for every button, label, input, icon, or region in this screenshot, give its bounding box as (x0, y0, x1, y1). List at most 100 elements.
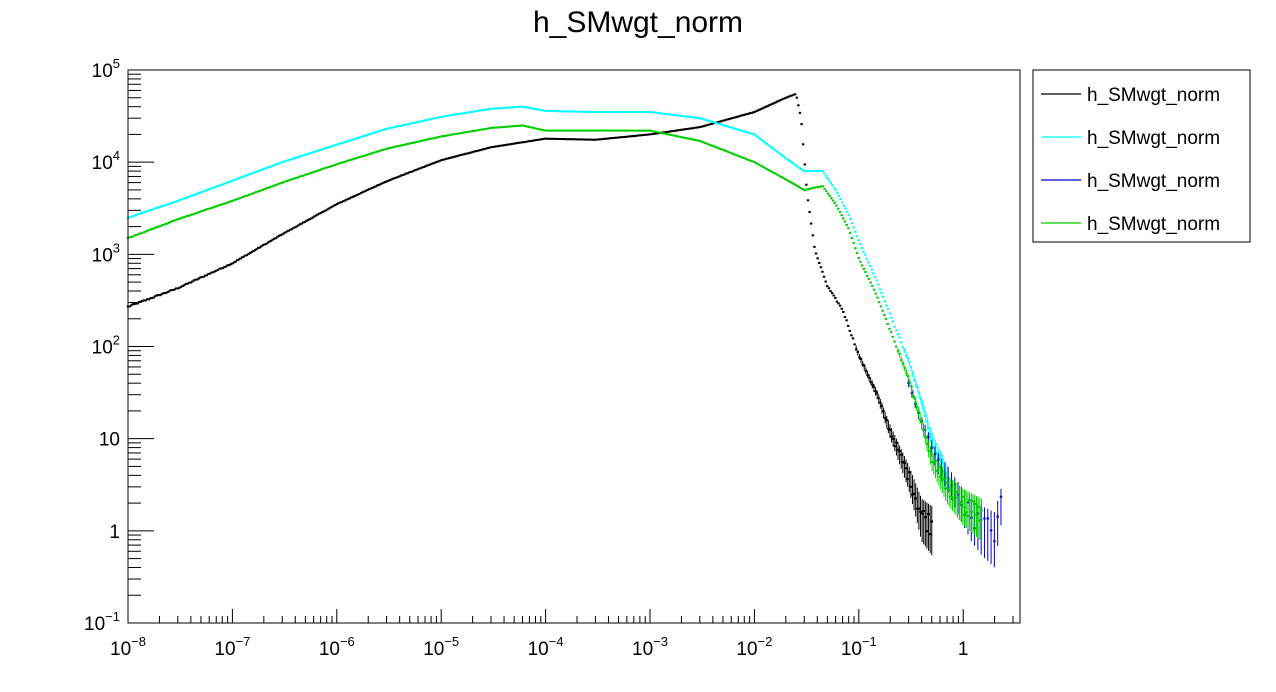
data-point (511, 142, 514, 145)
data-point (359, 136, 362, 139)
data-point (913, 378, 916, 381)
data-point (152, 227, 155, 230)
data-point (504, 144, 507, 147)
data-point (908, 471, 911, 474)
data-point (418, 140, 422, 143)
data-point (741, 129, 744, 132)
data-point (893, 445, 896, 448)
data-point (531, 107, 534, 110)
data-point (917, 392, 921, 395)
data-point (456, 155, 459, 158)
data-point (599, 129, 603, 132)
data-point (708, 123, 712, 126)
data-point (374, 151, 377, 154)
data-point (138, 232, 142, 235)
data-point (577, 129, 580, 132)
data-point (666, 133, 669, 136)
data-point (766, 168, 770, 171)
data-point (863, 253, 867, 256)
data-point (195, 212, 198, 215)
data-point (822, 172, 826, 175)
data-point (867, 261, 870, 264)
data-point (901, 460, 905, 463)
data-point (350, 196, 353, 199)
data-point (417, 167, 421, 170)
data-point (364, 134, 367, 137)
data-point (390, 178, 393, 181)
data-point (558, 129, 562, 132)
data-point (797, 104, 800, 107)
data-point (445, 157, 448, 160)
data-point (732, 153, 736, 156)
data-point (688, 116, 692, 119)
data-point (966, 514, 970, 517)
data-point (472, 150, 475, 153)
data-point (544, 109, 547, 112)
data-point (757, 136, 760, 139)
data-point (560, 110, 564, 113)
data-point (135, 233, 138, 236)
data-point (856, 351, 860, 354)
data-point (786, 158, 790, 161)
data-point (819, 170, 823, 173)
data-point (210, 271, 213, 274)
data-point (380, 182, 384, 185)
data-point (901, 346, 905, 349)
data-point (685, 115, 688, 118)
data-point (136, 213, 140, 216)
data-point (596, 138, 599, 141)
data-point (193, 212, 196, 215)
data-point (667, 133, 671, 136)
data-point (956, 491, 959, 494)
data-point (652, 130, 656, 133)
data-point (580, 129, 584, 132)
data-point (647, 129, 650, 132)
data-point (203, 189, 207, 192)
data-point (829, 181, 832, 184)
data-point (749, 132, 752, 135)
data-point (864, 270, 867, 273)
data-point (918, 418, 922, 421)
data-point (444, 134, 447, 137)
data-point (131, 303, 135, 306)
data-point (311, 216, 315, 219)
data-point (395, 176, 398, 179)
data-point (722, 149, 726, 152)
data-point (324, 209, 327, 212)
data-point (196, 211, 200, 214)
data-point (151, 208, 154, 211)
data-point (679, 136, 683, 139)
data-point (432, 137, 435, 140)
data-point (449, 133, 452, 136)
data-point (621, 111, 624, 114)
data-point (821, 170, 824, 173)
data-point (919, 398, 923, 401)
data-point (261, 244, 265, 247)
data-point (369, 132, 372, 135)
data-point (922, 410, 926, 413)
data-point (488, 146, 491, 149)
data-point (723, 119, 726, 122)
data-point (598, 110, 601, 113)
data-point (187, 196, 190, 199)
data-point (528, 106, 531, 109)
data-point (769, 103, 773, 106)
legend-label: h_SMwgt_norm (1087, 128, 1220, 149)
data-point (176, 218, 179, 221)
data-point (919, 510, 922, 513)
data-point (832, 186, 836, 189)
data-point (927, 427, 931, 430)
data-point (899, 341, 903, 344)
data-point (857, 257, 860, 260)
data-point (463, 131, 466, 134)
data-point (773, 102, 776, 105)
data-point (850, 237, 854, 240)
data-point (236, 259, 239, 262)
data-point (413, 121, 416, 124)
data-point (349, 139, 352, 142)
data-point (302, 154, 305, 157)
data-point (499, 144, 503, 147)
data-point (787, 180, 790, 183)
data-point (419, 167, 422, 170)
data-point (462, 153, 466, 156)
